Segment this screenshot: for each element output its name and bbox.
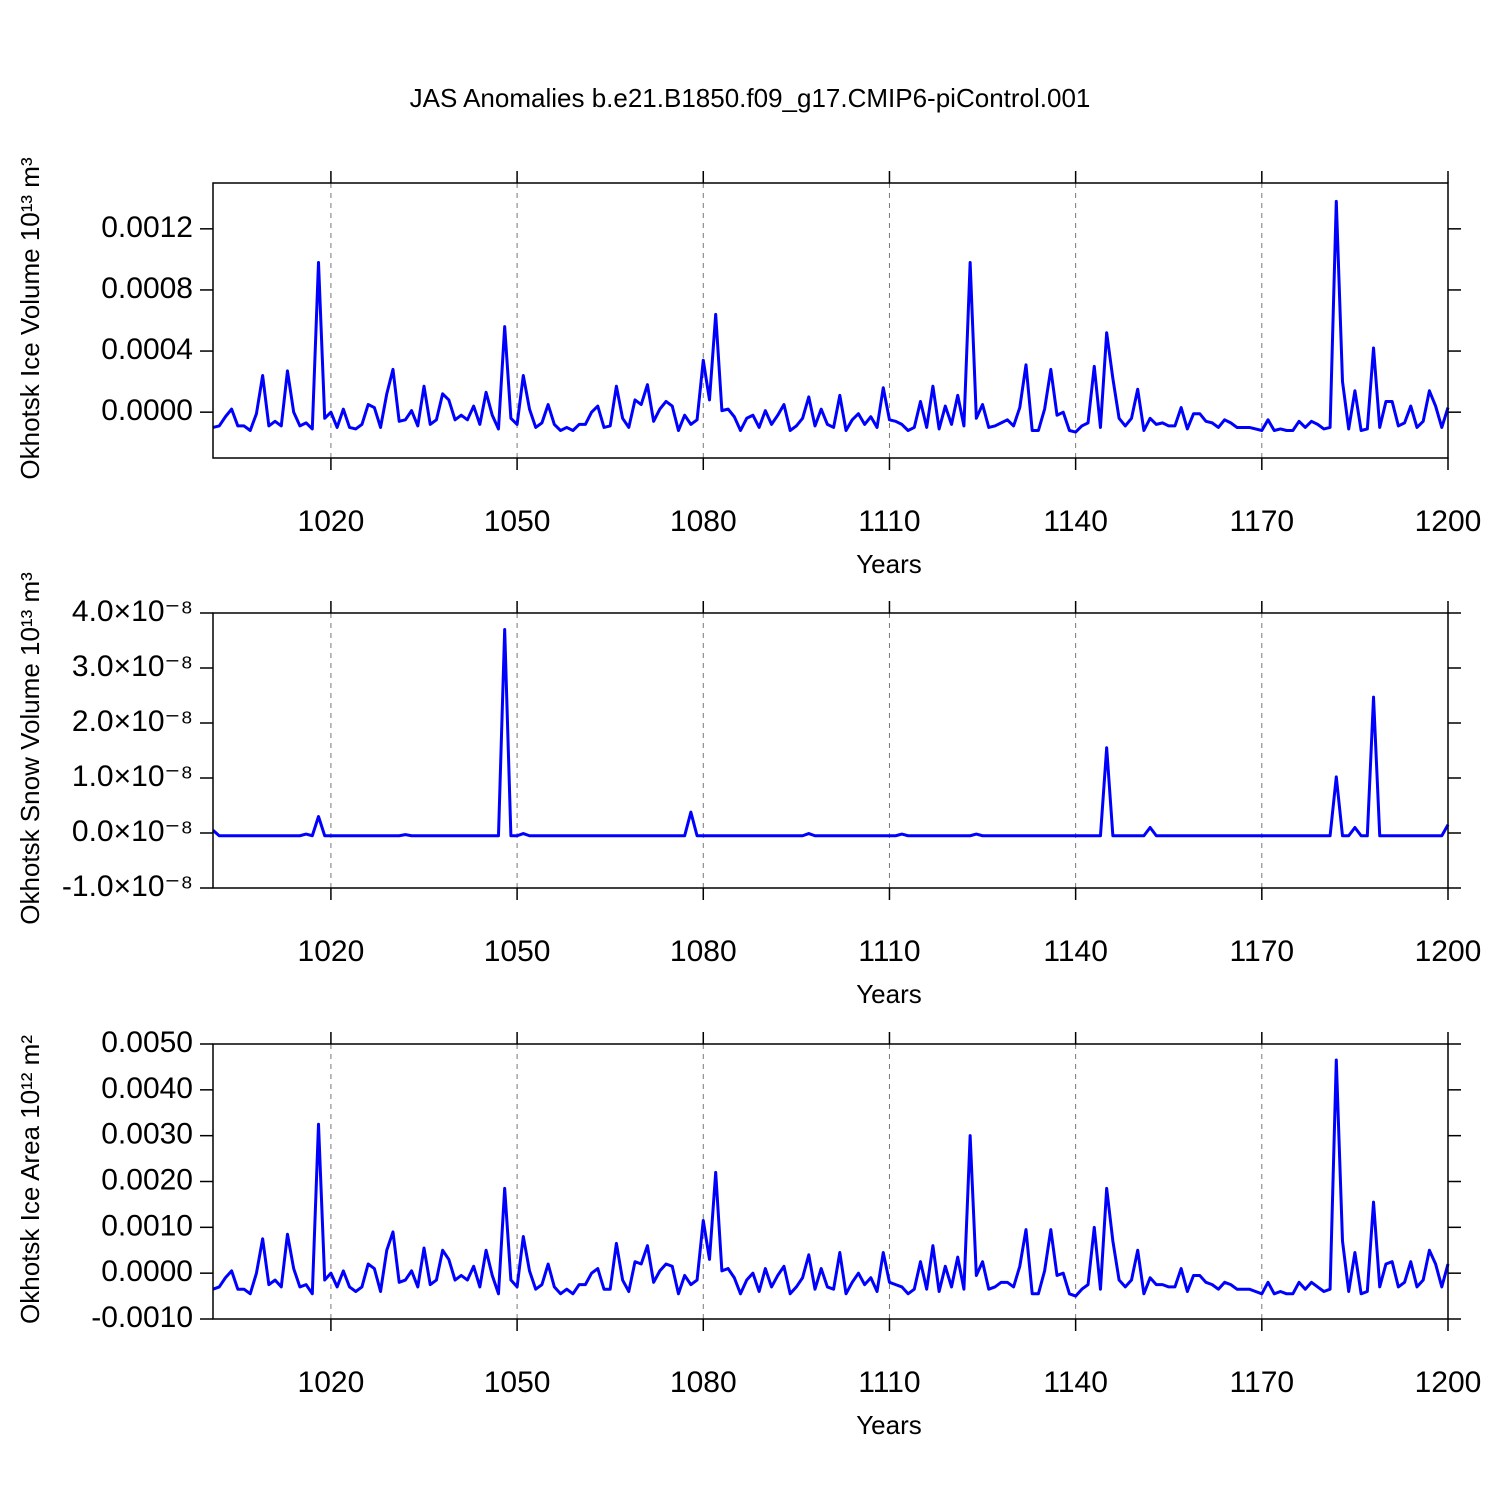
- y-tick-label: -1.0×10⁻⁸: [62, 870, 193, 903]
- y-tick-label: 0.0010: [101, 1209, 193, 1242]
- x-axis-title: Years: [856, 1410, 922, 1440]
- x-tick-label: 1170: [1230, 1366, 1295, 1399]
- data-line: [212, 199, 1450, 434]
- chart-title: JAS Anomalies b.e21.B1850.f09_g17.CMIP6-…: [410, 83, 1091, 113]
- x-axis-title: Years: [856, 549, 922, 579]
- x-tick-label: 1110: [858, 505, 920, 538]
- y-tick-label: 0.0050: [101, 1026, 193, 1059]
- plot-frame: [212, 1043, 1449, 1320]
- y-tick-label: -0.0010: [91, 1301, 193, 1334]
- y-tick-label: 2.0×10⁻⁸: [72, 705, 193, 738]
- x-tick-label: 1170: [1230, 935, 1295, 968]
- y-tick-label: 4.0×10⁻⁸: [72, 595, 193, 628]
- x-tick-label: 1140: [1043, 505, 1108, 538]
- y-tick-label: 0.0000: [101, 394, 193, 427]
- y-tick-label: 0.0030: [101, 1118, 193, 1151]
- x-tick-label: 1200: [1415, 935, 1482, 968]
- x-tick-label: 1140: [1043, 935, 1108, 968]
- plot-frame: [212, 182, 1449, 459]
- y-tick-label: 1.0×10⁻⁸: [72, 760, 193, 793]
- y-tick-label: 0.0×10⁻⁸: [72, 815, 193, 848]
- y-tick-label: 0.0004: [101, 333, 193, 366]
- x-tick-label: 1020: [298, 935, 365, 968]
- x-tick-label: 1200: [1415, 1366, 1482, 1399]
- x-tick-label: 1050: [484, 1366, 551, 1399]
- y-axis-title: Okhotsk Ice Area 10¹² m²: [15, 1035, 45, 1324]
- y-tick-label: 0.0000: [101, 1255, 193, 1288]
- data-line: [212, 1058, 1450, 1298]
- x-tick-label: 1080: [670, 1366, 737, 1399]
- x-tick-label: 1110: [858, 1366, 920, 1399]
- y-axis-title: Okhotsk Snow Volume 10¹³ m³: [15, 572, 45, 925]
- y-tick-label: 0.0008: [101, 272, 193, 305]
- x-tick-label: 1050: [484, 935, 551, 968]
- y-tick-label: 0.0040: [101, 1072, 193, 1105]
- x-axis-title: Years: [856, 979, 922, 1009]
- y-axis-title: Okhotsk Ice Volume 10¹³ m³: [15, 157, 45, 480]
- x-tick-label: 1140: [1043, 1366, 1108, 1399]
- x-tick-label: 1020: [298, 1366, 365, 1399]
- x-tick-label: 1200: [1415, 505, 1482, 538]
- x-tick-label: 1020: [298, 505, 365, 538]
- x-tick-label: 1170: [1230, 505, 1295, 538]
- y-tick-label: 3.0×10⁻⁸: [72, 650, 193, 683]
- x-tick-label: 1080: [670, 935, 737, 968]
- data-line: [212, 628, 1450, 838]
- y-tick-label: 0.0012: [101, 211, 193, 244]
- plot-frame: [212, 612, 1449, 889]
- x-tick-label: 1080: [670, 505, 737, 538]
- x-tick-label: 1110: [858, 935, 920, 968]
- y-tick-label: 0.0020: [101, 1163, 193, 1196]
- x-tick-label: 1050: [484, 505, 551, 538]
